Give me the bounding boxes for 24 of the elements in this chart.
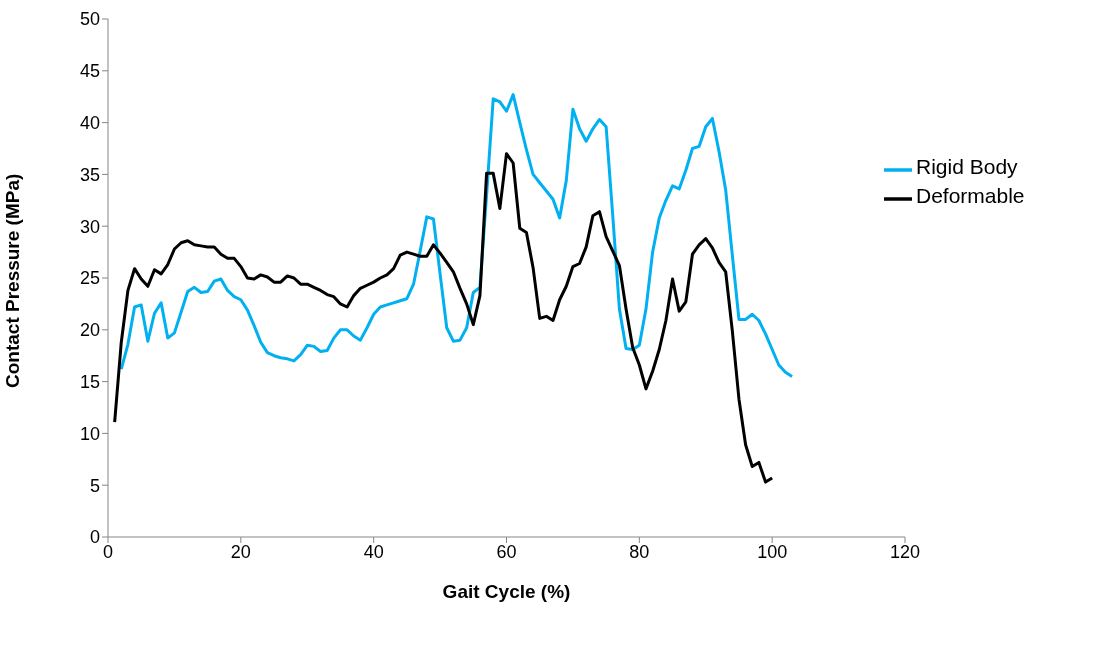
y-tick-label: 30 [79,216,100,237]
legend-label: Rigid Body [916,155,1018,178]
x-tick-label: 80 [629,541,650,562]
y-tick-label: 15 [79,371,100,392]
x-tick-label: 0 [102,541,114,562]
x-axis-title: Gait Cycle (%) [442,581,571,602]
x-tick-label: 40 [363,541,384,562]
x-tick-label: 100 [757,541,788,562]
y-tick-label: 10 [79,423,100,444]
y-tick-label: 35 [79,164,100,185]
y-tick-label: 20 [79,320,100,341]
x-tick-label: 20 [230,541,251,562]
x-tick-label: 120 [889,541,921,562]
line-series [113,152,774,484]
y-tick-label: 25 [79,268,100,289]
y-tick-label: 0 [89,527,100,548]
x-tick-label: 60 [496,541,517,562]
y-tick-label: 45 [79,61,100,82]
y-tick-label: 50 [79,9,100,30]
y-tick-label: 5 [89,475,100,496]
y-tick-label: 40 [79,112,100,133]
line-series [119,93,794,378]
y-axis-title: Contact Pressure (MPa) [1,173,23,388]
legend-label: Deformable [916,183,1025,207]
